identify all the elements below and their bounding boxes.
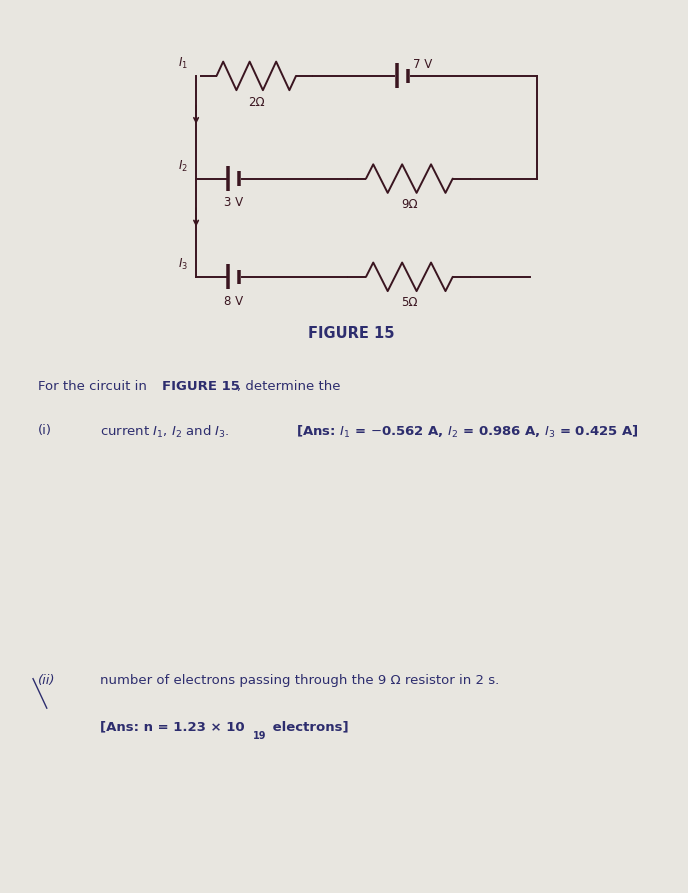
Text: 3 V: 3 V: [224, 196, 244, 210]
Text: , determine the: , determine the: [237, 380, 341, 393]
Text: [Ans: $I_1$ = $-$0.562 A, $I_2$ = 0.986 A, $I_3$ = 0.425 A]: [Ans: $I_1$ = $-$0.562 A, $I_2$ = 0.986 …: [296, 424, 638, 440]
Text: 5Ω: 5Ω: [401, 296, 418, 310]
Text: 19: 19: [252, 731, 266, 741]
Text: 8 V: 8 V: [224, 295, 244, 308]
Text: (ii): (ii): [38, 674, 55, 688]
Text: current $I_1$, $I_2$ and $I_3$.: current $I_1$, $I_2$ and $I_3$.: [100, 424, 229, 440]
Text: $I_1$: $I_1$: [178, 56, 188, 71]
Text: FIGURE 15: FIGURE 15: [162, 380, 239, 393]
Text: 9Ω: 9Ω: [401, 198, 418, 212]
Text: 2Ω: 2Ω: [248, 96, 265, 109]
Text: For the circuit in: For the circuit in: [38, 380, 151, 393]
Text: (i): (i): [38, 424, 52, 438]
Text: $I_3$: $I_3$: [178, 257, 188, 272]
Text: FIGURE 15: FIGURE 15: [308, 326, 394, 340]
Text: number of electrons passing through the 9 Ω resistor in 2 s.: number of electrons passing through the …: [100, 674, 499, 688]
Text: electrons]: electrons]: [268, 721, 349, 734]
Text: $I_2$: $I_2$: [178, 159, 188, 174]
Text: 7 V: 7 V: [413, 58, 433, 71]
Text: [Ans: n = 1.23 × 10: [Ans: n = 1.23 × 10: [100, 721, 244, 734]
